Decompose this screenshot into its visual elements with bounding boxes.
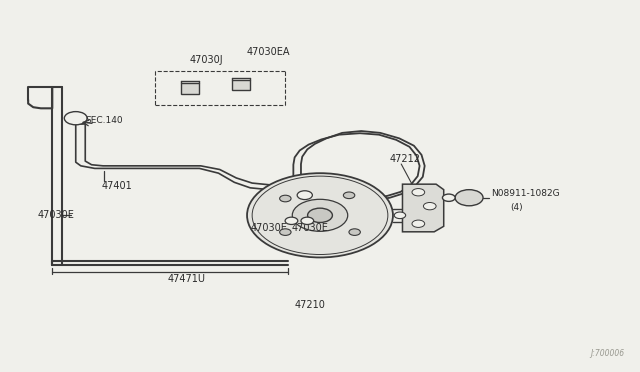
Text: 47471U: 47471U (168, 275, 205, 285)
Circle shape (297, 191, 312, 199)
Circle shape (442, 194, 455, 201)
Circle shape (247, 173, 393, 257)
Text: SEC.140: SEC.140 (85, 116, 123, 125)
Text: 47030E: 47030E (250, 223, 287, 233)
Text: 47030J: 47030J (190, 55, 223, 65)
Text: 47030EA: 47030EA (247, 47, 291, 57)
Circle shape (349, 229, 360, 235)
Text: 47030E: 47030E (38, 210, 74, 220)
Text: 47210: 47210 (294, 300, 326, 310)
Circle shape (308, 208, 332, 222)
Circle shape (344, 192, 355, 199)
Circle shape (455, 190, 483, 206)
Circle shape (424, 202, 436, 210)
Text: (4): (4) (510, 203, 523, 212)
Circle shape (280, 195, 291, 202)
FancyBboxPatch shape (232, 80, 250, 90)
Circle shape (292, 199, 348, 231)
Circle shape (412, 220, 425, 227)
Circle shape (64, 112, 87, 125)
Circle shape (394, 212, 406, 219)
Text: J:700006: J:700006 (591, 349, 625, 358)
Circle shape (280, 229, 291, 235)
Text: 47401: 47401 (101, 181, 132, 191)
FancyBboxPatch shape (181, 83, 199, 94)
Circle shape (301, 217, 314, 224)
Text: N08911-1082G: N08911-1082G (492, 189, 560, 198)
Circle shape (412, 189, 425, 196)
Circle shape (285, 217, 298, 224)
Text: N: N (446, 195, 451, 200)
Text: 47030E: 47030E (291, 223, 328, 233)
Polygon shape (403, 184, 444, 232)
Text: 47212: 47212 (390, 154, 420, 164)
